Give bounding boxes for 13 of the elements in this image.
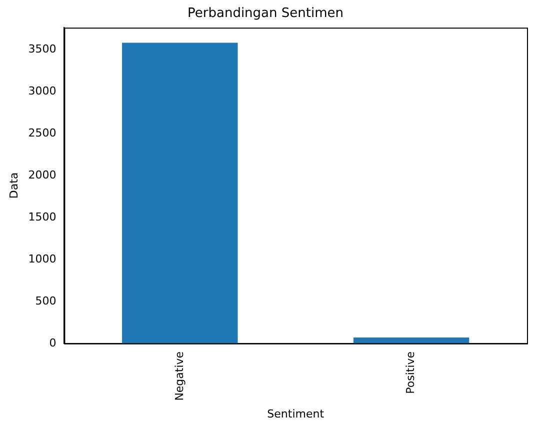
x-tick-label: Positive — [404, 351, 418, 394]
y-tick-label: 1500 — [28, 210, 56, 224]
x-tick-label: Negative — [172, 351, 186, 401]
y-axis-title: Data — [7, 172, 20, 199]
y-tick-label: 500 — [35, 294, 56, 308]
y-tick-label: 3500 — [28, 42, 56, 56]
y-tick-label: 2500 — [28, 126, 56, 140]
y-tick-label: 2000 — [28, 168, 56, 182]
chart-title: Perbandingan Sentimen — [188, 6, 344, 22]
y-tick-label: 1000 — [28, 252, 56, 266]
x-axis-title: Sentiment — [267, 407, 325, 420]
y-tick-label: 3000 — [28, 84, 56, 98]
y-tick-label: 0 — [49, 336, 56, 350]
